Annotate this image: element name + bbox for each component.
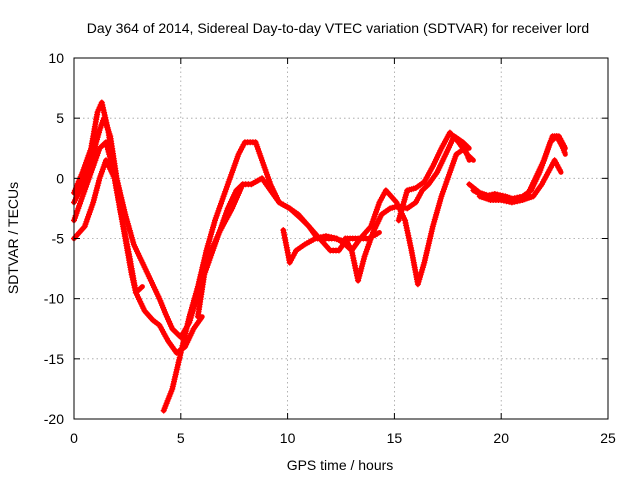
y-tick-label: -15 bbox=[44, 351, 64, 367]
series-track-4 bbox=[71, 157, 124, 242]
series-track-8 bbox=[342, 133, 472, 284]
data-series bbox=[71, 99, 568, 414]
x-tick-label: 5 bbox=[177, 430, 185, 446]
series-track-6 bbox=[194, 181, 246, 320]
y-tick-label: -20 bbox=[44, 411, 64, 427]
axis-ticks bbox=[73, 57, 609, 420]
x-tick-label: 25 bbox=[600, 430, 616, 446]
series-markers bbox=[71, 115, 381, 341]
y-tick-label: -5 bbox=[52, 231, 65, 247]
x-tick-label: 0 bbox=[70, 430, 78, 446]
y-tick-labels: -20 -15 -10 -5 0 5 10 bbox=[44, 50, 64, 427]
y-tick-label: -10 bbox=[44, 291, 64, 307]
chart-title: Day 364 of 2014, Sidereal Day-to-day VTE… bbox=[87, 20, 589, 36]
y-axis-title: SDTVAR / TECUs bbox=[5, 182, 21, 294]
series-markers bbox=[342, 133, 471, 284]
series-track-2 bbox=[71, 115, 382, 341]
x-tick-label: 10 bbox=[280, 430, 296, 446]
series-track-1 bbox=[71, 99, 205, 356]
y-tick-label: 10 bbox=[48, 50, 64, 66]
series-markers bbox=[194, 182, 245, 320]
series-markers bbox=[160, 139, 344, 414]
series-markers bbox=[280, 145, 472, 288]
series-line bbox=[71, 115, 382, 340]
series-track-7 bbox=[280, 145, 472, 288]
series-markers bbox=[395, 129, 475, 224]
x-tick-labels: 0 5 10 15 20 25 bbox=[70, 430, 616, 446]
series-track-9 bbox=[395, 129, 476, 224]
series-track-12 bbox=[476, 157, 564, 206]
x-tick-label: 15 bbox=[387, 430, 403, 446]
y-tick-label: 0 bbox=[56, 170, 64, 186]
x-tick-label: 20 bbox=[493, 430, 509, 446]
y-tick-label: 5 bbox=[56, 110, 64, 126]
series-markers bbox=[476, 157, 563, 206]
x-axis-title: GPS time / hours bbox=[287, 457, 394, 473]
series-track-5 bbox=[160, 139, 346, 414]
